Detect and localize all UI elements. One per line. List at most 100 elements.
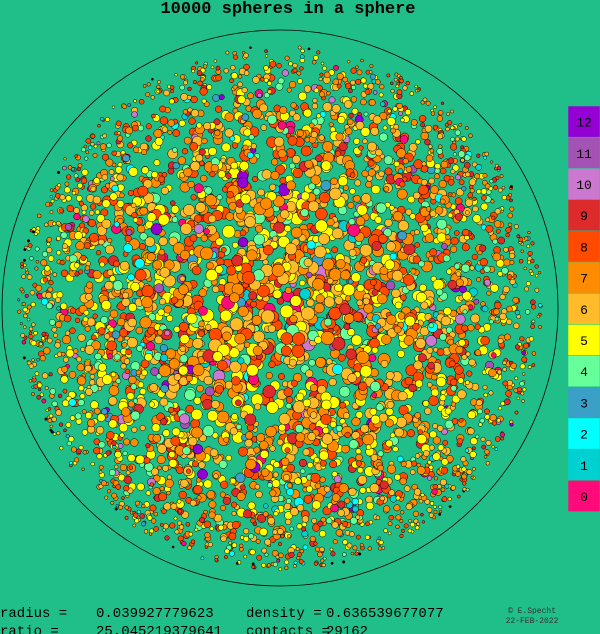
sphere	[201, 98, 207, 104]
sphere	[425, 100, 431, 106]
sphere	[128, 166, 139, 177]
sphere	[451, 418, 459, 425]
sphere	[69, 461, 73, 466]
sphere	[455, 471, 461, 477]
sphere	[285, 402, 292, 410]
sphere	[505, 390, 512, 397]
sphere	[395, 416, 407, 428]
sphere	[180, 249, 190, 260]
sphere	[399, 533, 404, 538]
sphere	[510, 362, 517, 370]
sphere	[242, 509, 252, 519]
sphere	[313, 457, 320, 463]
sphere	[59, 194, 66, 201]
sphere	[508, 193, 513, 197]
sphere	[120, 363, 127, 370]
sphere	[46, 337, 53, 344]
sphere	[105, 116, 110, 122]
sphere	[323, 71, 331, 79]
sphere	[84, 265, 91, 271]
sphere	[356, 69, 363, 76]
sphere	[169, 200, 176, 206]
sphere	[261, 169, 272, 180]
sphere	[212, 285, 220, 293]
sphere	[318, 134, 325, 141]
sphere	[111, 492, 118, 499]
sphere	[234, 399, 242, 407]
sphere	[93, 438, 101, 445]
title: 10000 spheres in a sphere	[160, 0, 415, 19]
sphere	[149, 482, 155, 487]
sphere	[146, 82, 151, 87]
sphere	[204, 545, 209, 549]
sphere	[160, 418, 168, 426]
sphere	[170, 503, 178, 510]
sphere	[81, 409, 87, 414]
sphere	[259, 77, 265, 82]
sphere	[359, 543, 364, 547]
sphere	[412, 510, 419, 517]
sphere	[250, 300, 257, 308]
sphere	[370, 126, 380, 136]
sphere	[187, 86, 192, 92]
sphere	[303, 85, 312, 93]
sphere	[135, 369, 142, 376]
sphere	[458, 417, 464, 423]
sphere	[49, 388, 57, 395]
sphere	[166, 474, 172, 480]
sphere	[392, 446, 399, 453]
sphere	[197, 80, 203, 86]
sphere	[71, 190, 77, 196]
sphere	[507, 212, 514, 219]
sphere	[199, 160, 205, 166]
sphere	[464, 126, 469, 130]
sphere	[123, 243, 133, 253]
sphere	[272, 289, 282, 299]
sphere	[238, 446, 248, 457]
sphere	[300, 468, 306, 474]
sphere	[494, 208, 501, 215]
sphere	[208, 511, 216, 519]
sphere	[497, 337, 504, 344]
sphere	[484, 408, 490, 415]
sphere	[488, 368, 497, 378]
sphere	[462, 487, 467, 492]
sphere	[461, 136, 467, 142]
sphere	[298, 559, 304, 565]
sphere	[436, 376, 447, 387]
sphere	[450, 378, 458, 386]
sphere	[74, 154, 79, 158]
sphere	[379, 132, 388, 142]
sphere	[68, 436, 75, 443]
sphere	[65, 349, 75, 358]
sphere	[156, 84, 161, 89]
sphere	[76, 363, 85, 372]
sphere	[264, 552, 269, 557]
sphere	[408, 519, 412, 523]
sphere	[402, 274, 415, 286]
sphere	[169, 89, 174, 94]
sphere	[345, 127, 353, 135]
sphere	[509, 278, 516, 285]
sphere	[342, 520, 349, 528]
sphere	[389, 252, 398, 261]
sphere	[92, 270, 102, 280]
sphere	[200, 556, 205, 561]
sphere	[67, 165, 73, 170]
sphere	[134, 500, 140, 506]
sphere	[521, 350, 527, 356]
sphere	[159, 397, 169, 407]
sphere	[80, 177, 88, 184]
sphere	[71, 167, 76, 172]
sphere	[379, 84, 385, 90]
sphere	[77, 163, 83, 168]
sphere	[344, 431, 351, 439]
sphere	[355, 460, 362, 467]
sphere	[123, 438, 131, 446]
sphere	[352, 545, 358, 551]
sphere	[348, 248, 357, 257]
sphere	[404, 376, 414, 386]
sphere	[196, 70, 203, 76]
sphere	[337, 115, 346, 125]
sphere	[183, 167, 193, 177]
